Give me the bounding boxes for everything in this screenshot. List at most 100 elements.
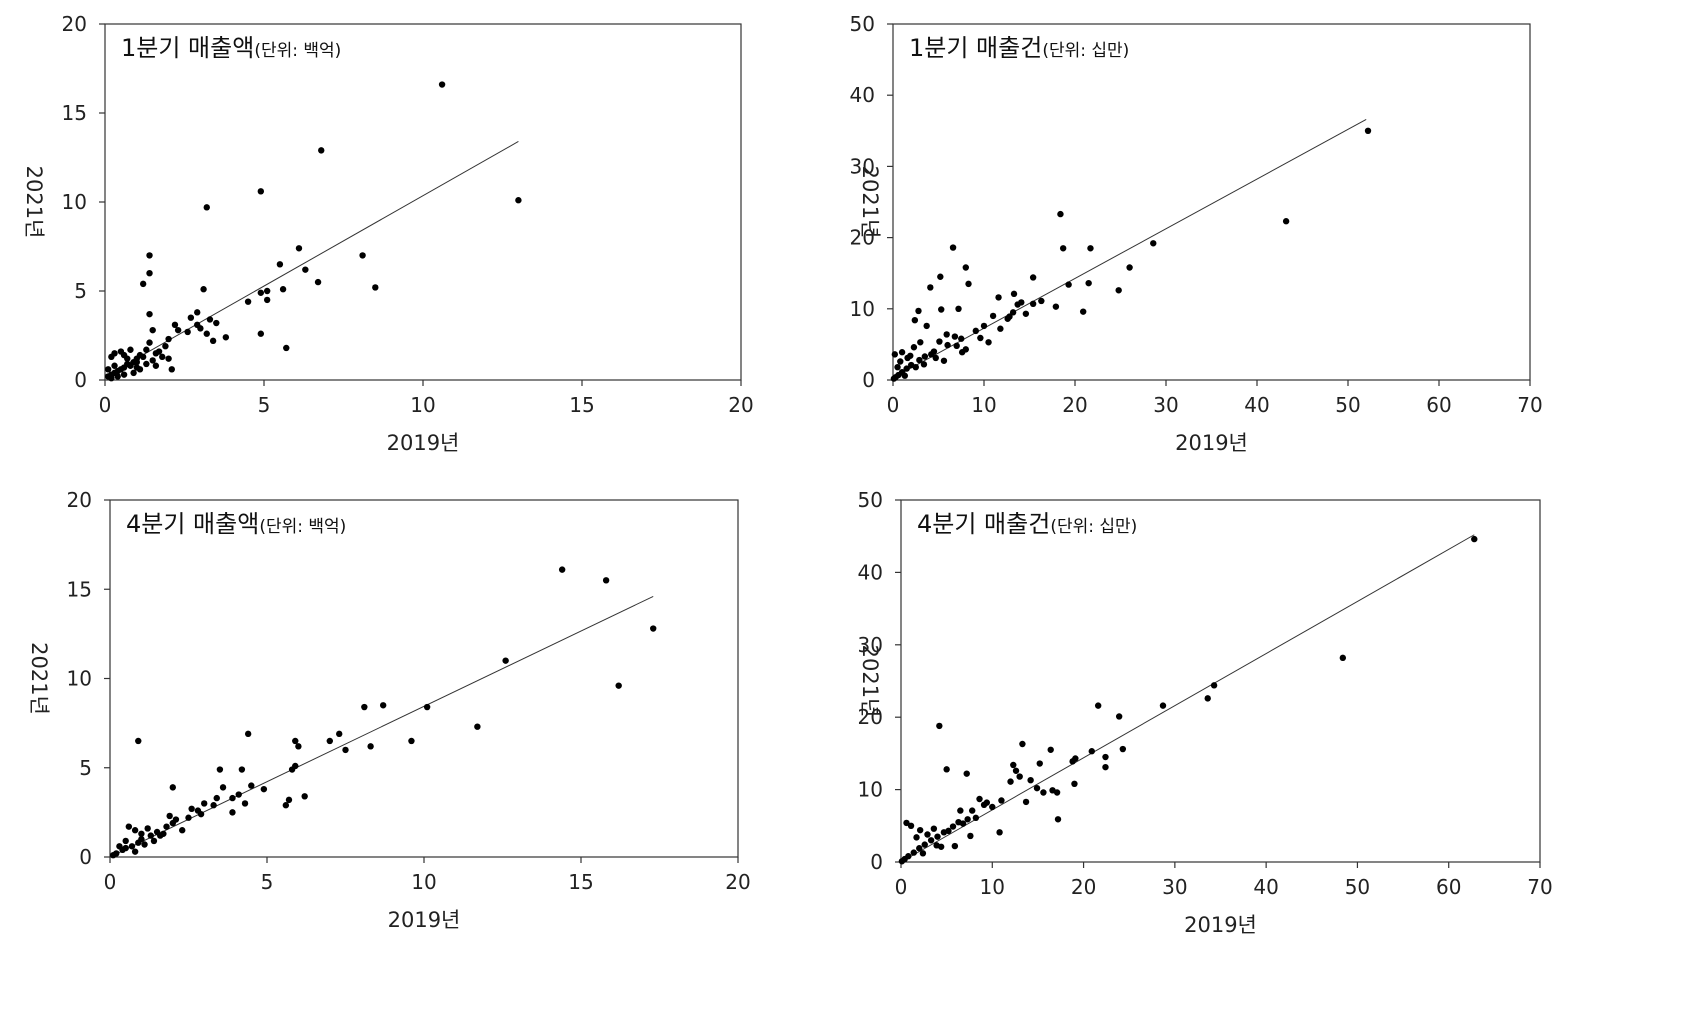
- data-point: [940, 829, 948, 836]
- data-point: [965, 280, 972, 288]
- chart-svg: 0 5 10 15 20 0 5 10 15 20 2019년 2021년 1분기 매출액(단위: 백억…: [22, 12, 754, 455]
- data-point: [203, 204, 210, 211]
- data-point: [949, 823, 957, 830]
- data-point: [367, 743, 374, 750]
- plot-frame: [900, 499, 1541, 863]
- data-point: [1007, 778, 1014, 785]
- chart-title-main: 1분기 매출액: [121, 34, 254, 62]
- data-point: [972, 814, 980, 822]
- x-tick-label: 15: [568, 870, 593, 894]
- y-axis-title: 2021년: [22, 166, 46, 239]
- data-point: [171, 321, 179, 329]
- data-point: [897, 358, 904, 365]
- data-point: [149, 357, 156, 364]
- y-tick-label: 15: [67, 577, 92, 601]
- data-point: [120, 371, 128, 378]
- x-tick-label: 0: [104, 870, 117, 894]
- data-point: [185, 814, 192, 821]
- data-point: [213, 794, 220, 802]
- x-tick-label: 20: [728, 393, 753, 417]
- data-point: [162, 342, 169, 350]
- data-point: [201, 800, 208, 807]
- data-point: [146, 270, 153, 277]
- trend-line: [892, 118, 1367, 379]
- data-point: [160, 830, 167, 837]
- data-point: [615, 682, 622, 689]
- data-point: [957, 807, 964, 814]
- data-point: [1088, 748, 1095, 755]
- data-point: [1018, 299, 1025, 306]
- data-point: [890, 375, 898, 382]
- data-point: [1022, 798, 1030, 806]
- data-point: [1115, 713, 1123, 720]
- data-point: [967, 832, 974, 840]
- data-point: [143, 346, 150, 353]
- data-point: [209, 337, 217, 345]
- data-point: [168, 366, 175, 373]
- data-point: [930, 825, 938, 832]
- x-tick-label: 20: [725, 870, 750, 894]
- data-point: [200, 286, 207, 293]
- data-point: [917, 339, 924, 346]
- data-point: [943, 766, 950, 773]
- y-tick-label: 20: [850, 226, 875, 250]
- data-point: [951, 333, 959, 340]
- data-point: [1094, 702, 1102, 709]
- chart-title: 4분기 매출건(단위: 십만): [917, 510, 1137, 538]
- data-point: [927, 837, 935, 844]
- x-tick-label: 10: [971, 393, 996, 417]
- data-point: [903, 819, 910, 827]
- data-point: [972, 327, 980, 335]
- data-point: [924, 831, 931, 838]
- data-point: [916, 826, 924, 834]
- data-point: [1079, 308, 1087, 315]
- data-point: [159, 353, 166, 361]
- y-tick-label: 5: [79, 756, 92, 780]
- y-tick-label: 0: [79, 845, 92, 869]
- data-point: [1150, 240, 1157, 247]
- data-point: [131, 827, 139, 834]
- chart-q1-count: 0 10 20 30 40 50 60 70 0 10 20 30 40 50 2019년 2021년 1분기 …: [845, 0, 1691, 475]
- data-point: [969, 807, 976, 814]
- data-point: [136, 366, 144, 373]
- chart-q4-amount: 0 5 10 15 20 0 5 10 15 20 2019년 2021년 4분기 매출액(단위: 백억…: [0, 477, 845, 952]
- data-point: [166, 812, 173, 820]
- data-point: [295, 743, 302, 750]
- data-point: [244, 298, 252, 305]
- data-point: [203, 330, 210, 337]
- data-point: [911, 316, 919, 324]
- data-point: [1033, 784, 1041, 792]
- data-point: [940, 357, 948, 364]
- x-tick-label: 15: [569, 393, 594, 417]
- x-tick-label: 0: [895, 875, 908, 899]
- data-point: [174, 326, 182, 334]
- data-point: [139, 353, 147, 361]
- data-point: [165, 355, 172, 362]
- data-point: [301, 793, 308, 800]
- data-point: [1115, 287, 1122, 294]
- data-point: [147, 832, 155, 839]
- data-point: [282, 802, 290, 809]
- chart-title-unit: (단위: 백억): [259, 517, 346, 537]
- y-tick-label: 15: [62, 101, 87, 125]
- data-point: [187, 314, 195, 321]
- data-point: [143, 360, 150, 368]
- x-tick-label: 40: [1253, 875, 1278, 899]
- data-point: [263, 287, 271, 295]
- data-point: [302, 266, 309, 273]
- data-point: [138, 830, 145, 837]
- chart-title-unit: (단위: 십만): [1042, 41, 1129, 61]
- data-point: [260, 785, 268, 793]
- x-tick-label: 10: [980, 875, 1005, 899]
- data-point: [958, 349, 966, 356]
- data-point: [108, 353, 115, 361]
- x-tick-label: 70: [1517, 393, 1542, 417]
- data-point: [108, 375, 115, 382]
- data-point: [1010, 290, 1018, 298]
- data-point: [326, 737, 333, 745]
- data-point: [188, 805, 195, 813]
- data-point: [910, 344, 918, 351]
- data-point: [996, 829, 1003, 836]
- data-point: [169, 784, 176, 791]
- data-point: [263, 296, 271, 304]
